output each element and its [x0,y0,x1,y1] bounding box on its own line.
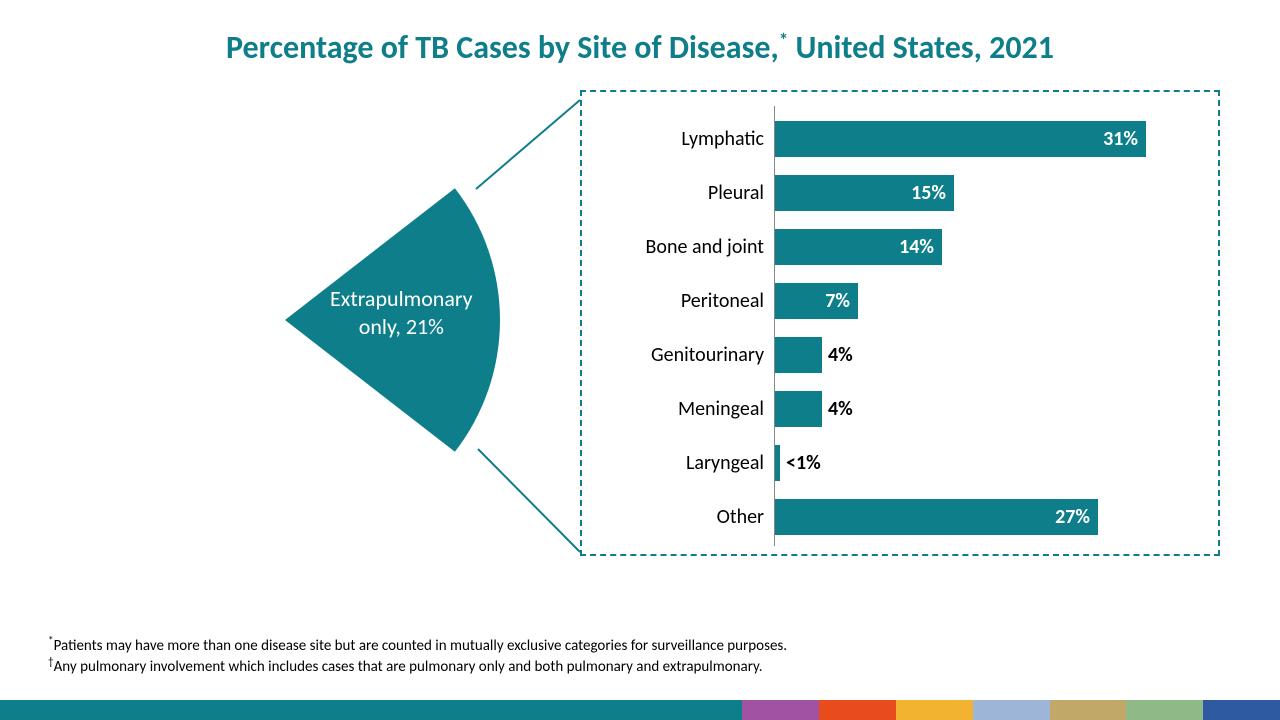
bar-row: Meningeal 4% [594,382,1194,436]
footnotes: *Patients may have more than one disease… [48,634,787,676]
pie-slice-label: Extrapulmonaryonly, 21% [330,285,473,340]
bar-value: 4% [828,397,853,421]
bar-row: Laryngeal <1% [594,436,1194,490]
bar-row: Lymphatic 31% [594,112,1194,166]
bar-row: Other 27% [594,490,1194,544]
bar-label: Bone and joint [594,235,774,259]
bar-row: Pleural 15% [594,166,1194,220]
bar [774,337,822,373]
stripe-segment [896,700,973,720]
stripe-segment [1203,700,1280,720]
bar-chart-panel: Lymphatic 31% Pleural 15% Bone and joint 14% P… [580,90,1220,556]
bar-value: <1% [786,451,821,475]
callout-line [478,449,580,552]
bar-axis [774,106,775,546]
callout-line [476,100,580,189]
bar: 31% [774,121,1146,157]
bar-label: Pleural [594,181,774,205]
bar-label: Peritoneal [594,289,774,313]
stripe-segment [1050,700,1127,720]
bar: 7% [774,283,858,319]
bar-value: 27% [1055,505,1090,529]
stripe-segment [742,700,819,720]
stripe-segment [1126,700,1203,720]
bar-row: Genitourinary 4% [594,328,1194,382]
bar-label: Laryngeal [594,451,774,475]
pie-slice-label: Pulmonaryinvolvement,†79% [130,215,267,310]
bar: 15% [774,175,954,211]
bar-value: 7% [825,289,850,313]
bar-label: Meningeal [594,397,774,421]
bar-label: Lymphatic [594,127,774,151]
footnote-line: †Any pulmonary involvement which include… [48,655,787,676]
bar-value: 4% [828,343,853,367]
footer-stripe [0,700,1280,720]
bar [774,391,822,427]
bar-label: Genitourinary [594,343,774,367]
bar-value: 14% [899,235,934,259]
bar-row: Bone and joint 14% [594,220,1194,274]
bar: 14% [774,229,942,265]
bar-value: 31% [1103,127,1138,151]
bar: 27% [774,499,1098,535]
stripe-segment [0,700,742,720]
footnote-line: *Patients may have more than one disease… [48,634,787,655]
bar-label: Other [594,505,774,529]
stripe-segment [973,700,1050,720]
bar-row: Peritoneal 7% [594,274,1194,328]
stripe-segment [819,700,896,720]
bar-value: 15% [911,181,946,205]
